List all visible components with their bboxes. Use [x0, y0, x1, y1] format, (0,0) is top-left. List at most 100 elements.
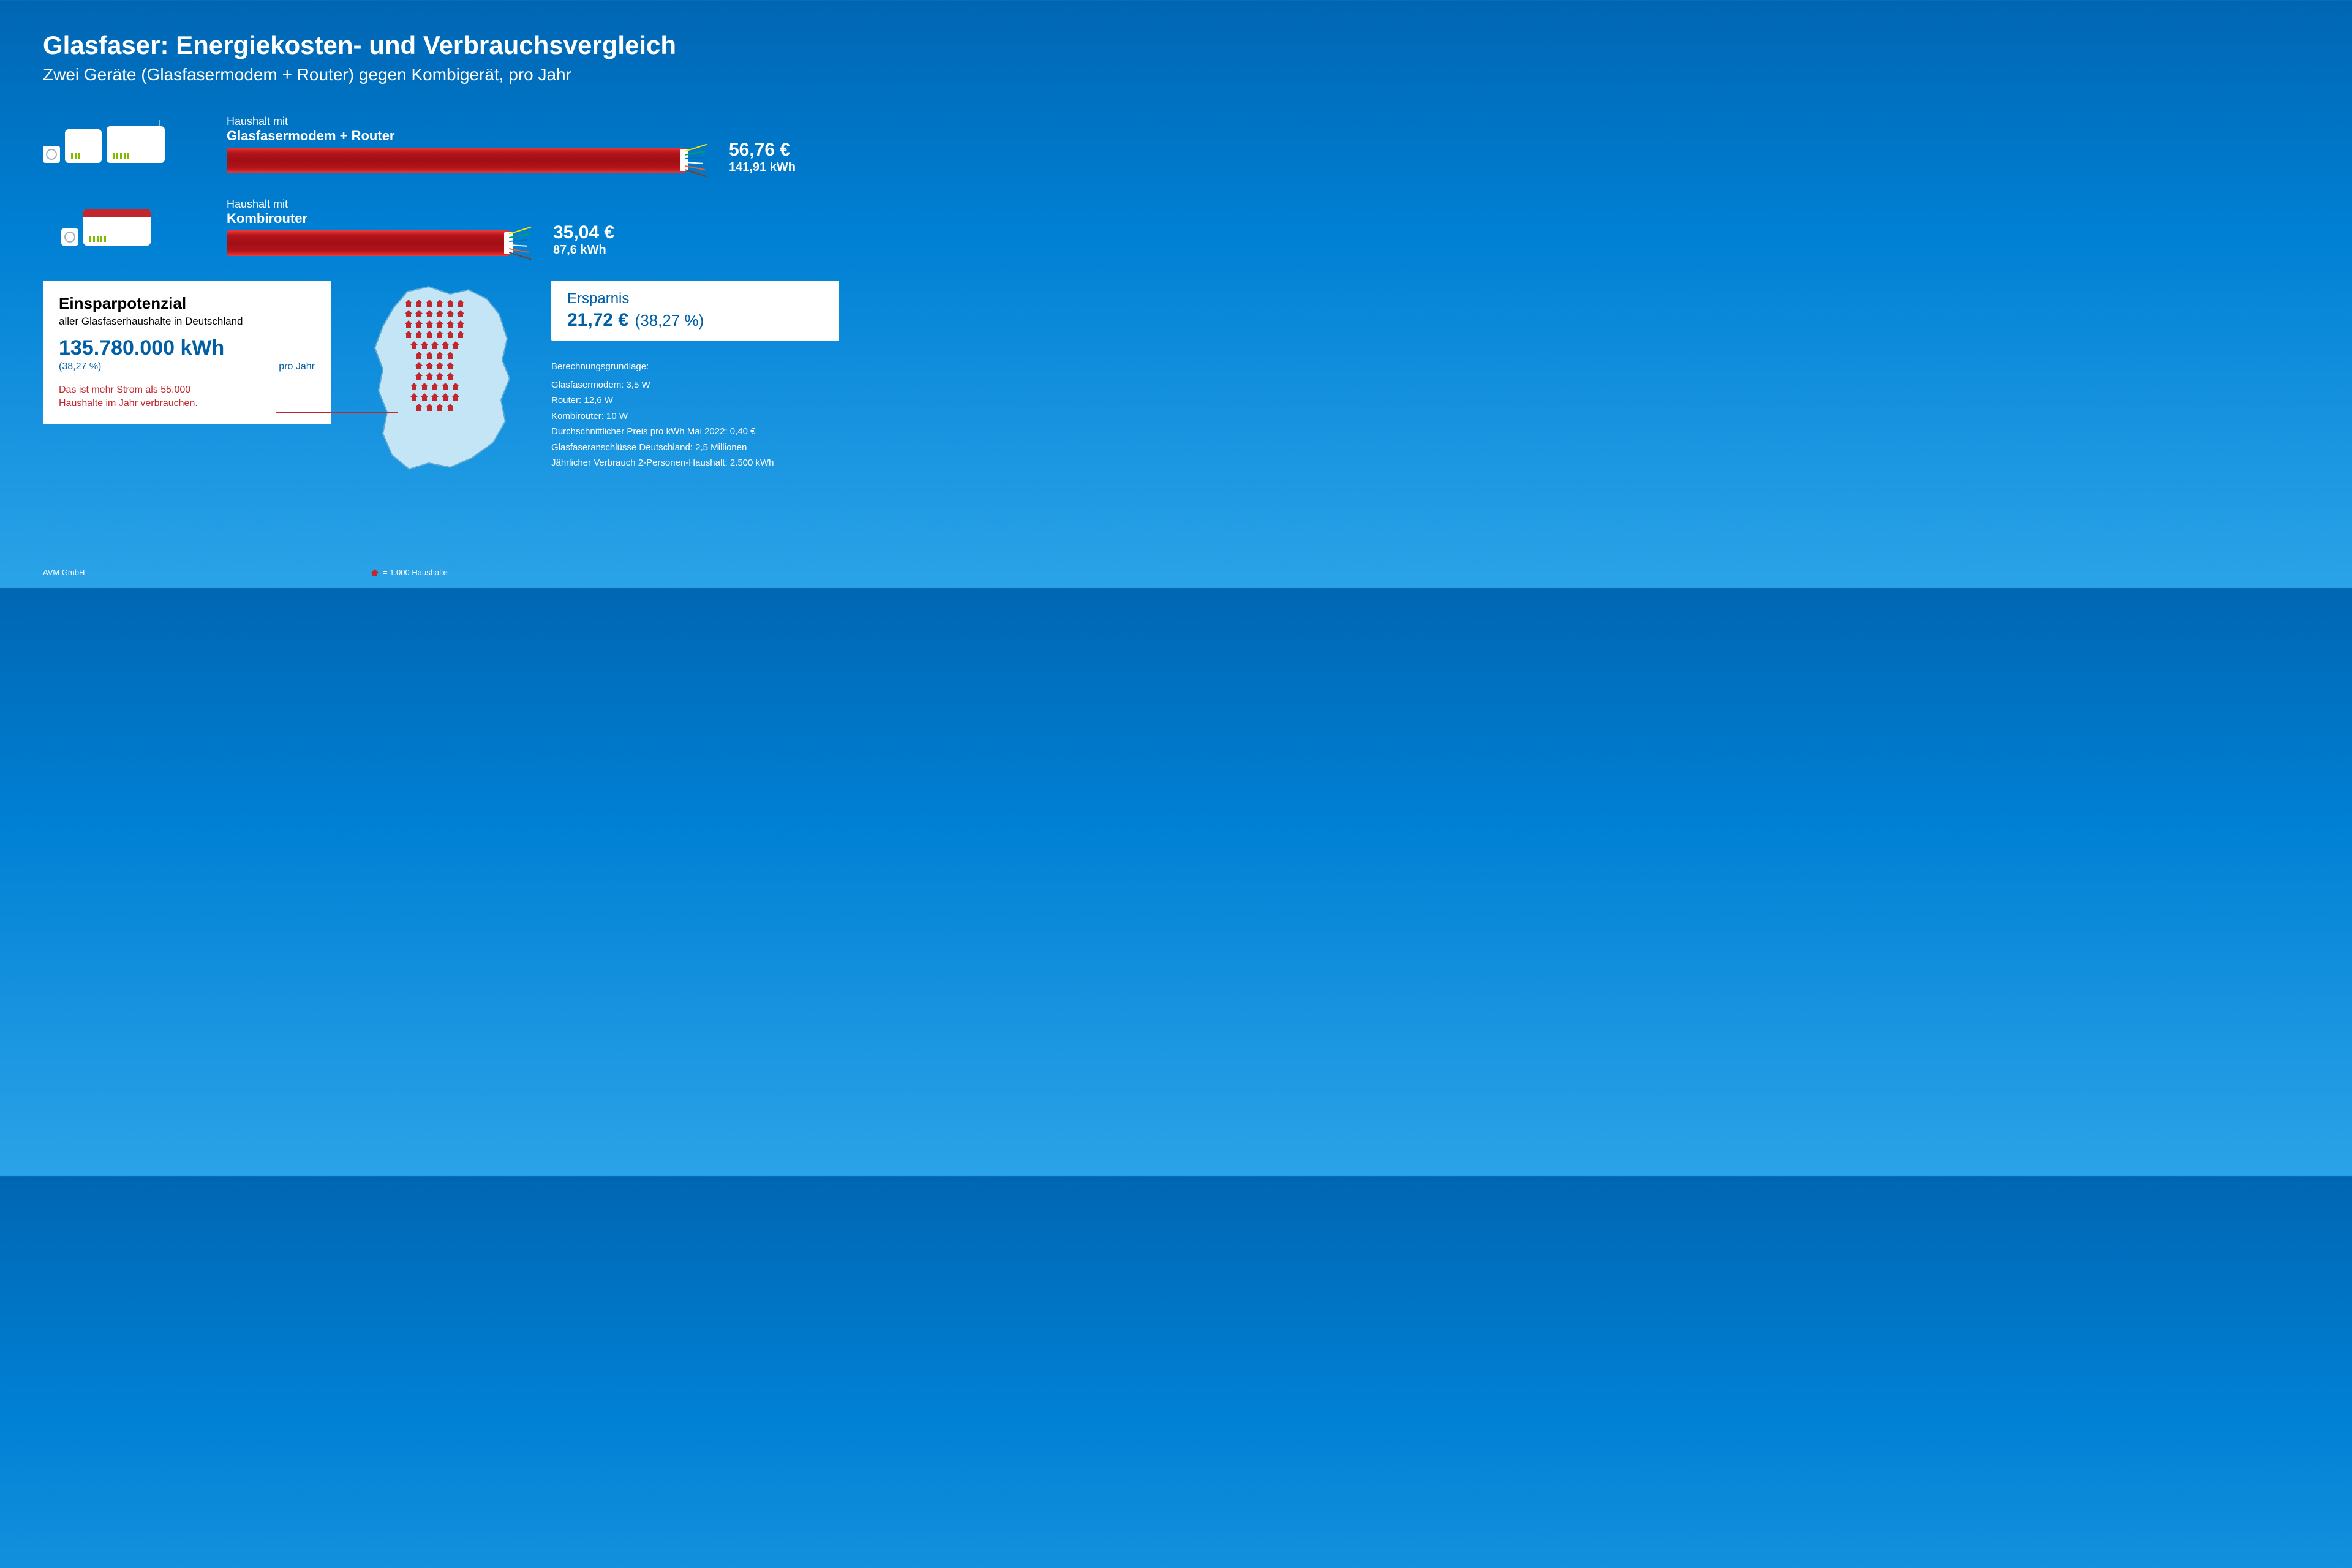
house-icon	[415, 309, 423, 318]
house-icon	[435, 361, 444, 370]
house-icon	[410, 393, 418, 401]
bar-a-values: 56,76 € 141,91 kWh	[729, 140, 796, 175]
house-icon	[425, 299, 434, 307]
cable-end-icon	[504, 227, 535, 259]
calc-line: Kombirouter: 10 W	[551, 409, 839, 424]
potential-red-line1: Das ist mehr Strom als 55.000	[59, 383, 315, 397]
calc-line: Router: 12,6 W	[551, 393, 839, 409]
calc-line: Glasfasermodem: 3,5 W	[551, 377, 839, 393]
map-section	[349, 281, 533, 480]
potential-title: Einsparpotenzial	[59, 294, 315, 313]
bar-b-kwh: 87,6 kWh	[553, 243, 614, 257]
bar-a-kwh: 141,91 kWh	[729, 160, 796, 175]
savings-panel: Ersparnis 21,72 € (38,27 %)	[551, 281, 839, 341]
house-icon	[425, 309, 434, 318]
house-icon	[435, 403, 444, 412]
house-icon	[441, 341, 450, 349]
house-icon	[446, 309, 454, 318]
potential-panel: Einsparpotenzial aller Glasfaserhaushalt…	[43, 281, 331, 424]
house-icon	[404, 320, 413, 328]
house-icon	[441, 393, 450, 401]
router-icon	[107, 126, 165, 163]
socket-icon	[61, 228, 78, 246]
bar-b-label-main: Kombirouter	[227, 211, 839, 227]
house-icon	[456, 320, 465, 328]
house-icon	[435, 299, 444, 307]
house-icon	[435, 330, 444, 339]
house-icon	[420, 393, 429, 401]
potential-percent: (38,27 %)	[59, 361, 101, 372]
device-icons-two	[43, 126, 196, 163]
house-icon	[425, 361, 434, 370]
houses-grid	[404, 299, 465, 412]
house-icon	[415, 351, 423, 360]
house-icon	[425, 320, 434, 328]
device-icons-combo	[43, 209, 196, 246]
house-icon	[415, 320, 423, 328]
calc-head: Berechnungsgrundlage:	[551, 359, 839, 375]
house-icon	[425, 372, 434, 380]
potential-subtitle: aller Glasfaserhaushalte in Deutschland	[59, 315, 315, 328]
house-icon	[431, 341, 439, 349]
house-icon	[451, 393, 460, 401]
house-icon	[446, 403, 454, 412]
house-icon	[435, 351, 444, 360]
potential-big-value: 135.780.000 kWh	[59, 336, 315, 360]
house-icon	[435, 320, 444, 328]
modem-icon	[65, 129, 102, 163]
house-icon	[404, 330, 413, 339]
legend-text: = 1.000 Haushalte	[383, 568, 448, 577]
house-icon	[446, 372, 454, 380]
house-icon	[451, 341, 460, 349]
house-icon	[371, 568, 379, 577]
house-icon	[456, 309, 465, 318]
bar-row-two-devices: Haushalt mit Glasfasermodem + Router 56,…	[43, 115, 839, 173]
house-icon	[431, 393, 439, 401]
bar-b	[227, 230, 510, 256]
house-icon	[415, 372, 423, 380]
savings-value: 21,72 €	[567, 310, 628, 330]
calc-basis: Berechnungsgrundlage: Glasfasermodem: 3,…	[551, 359, 839, 471]
bars-section: Haushalt mit Glasfasermodem + Router 56,…	[43, 115, 839, 256]
house-icon	[446, 351, 454, 360]
house-icon	[425, 330, 434, 339]
bar-row-combo: Haushalt mit Kombirouter 35,04 € 87,6 kW…	[43, 198, 839, 256]
house-icon	[441, 382, 450, 391]
house-icon	[456, 299, 465, 307]
socket-icon	[43, 146, 60, 163]
house-icon	[446, 361, 454, 370]
house-icon	[415, 330, 423, 339]
page-title: Glasfaser: Energiekosten- und Verbrauchs…	[43, 31, 839, 60]
house-icon	[404, 309, 413, 318]
calc-line: Durchschnittlicher Preis pro kWh Mai 202…	[551, 424, 839, 440]
bar-a	[227, 148, 686, 173]
bar-a-cost: 56,76 €	[729, 140, 796, 160]
house-icon	[410, 382, 418, 391]
house-icon	[446, 330, 454, 339]
cable-end-icon	[680, 145, 710, 176]
savings-percent: (38,27 %)	[635, 311, 704, 330]
savings-title: Ersparnis	[567, 290, 823, 307]
footer-credit: AVM GmbH	[43, 568, 85, 577]
house-icon	[415, 299, 423, 307]
bar-b-values: 35,04 € 87,6 kWh	[553, 222, 614, 257]
house-icon	[435, 309, 444, 318]
house-icon	[446, 299, 454, 307]
calc-line: Jährlicher Verbrauch 2-Personen-Haushalt…	[551, 455, 839, 471]
house-icon	[425, 403, 434, 412]
potential-per-year: pro Jahr	[279, 361, 315, 372]
house-icon	[410, 341, 418, 349]
house-icon	[456, 330, 465, 339]
bar-b-label-top: Haushalt mit	[227, 198, 839, 211]
house-icon	[446, 320, 454, 328]
house-icon	[404, 299, 413, 307]
house-icon	[415, 361, 423, 370]
house-icon	[420, 341, 429, 349]
pointer-line	[276, 412, 398, 413]
potential-red-line2: Haushalte im Jahr verbrauchen.	[59, 397, 315, 410]
house-icon	[415, 403, 423, 412]
page-subtitle: Zwei Geräte (Glasfasermodem + Router) ge…	[43, 65, 839, 85]
kombirouter-icon	[83, 209, 151, 246]
calc-line: Glasfaseranschlüsse Deutschland: 2,5 Mil…	[551, 440, 839, 456]
legend: = 1.000 Haushalte	[371, 568, 448, 577]
